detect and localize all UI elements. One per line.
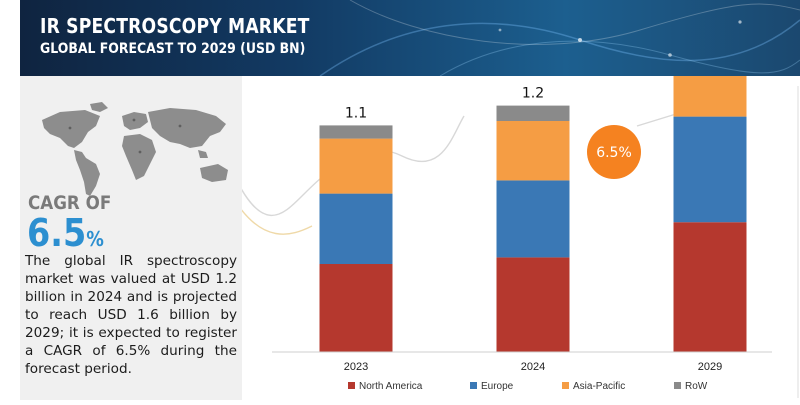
cagr-value: 6.5% bbox=[27, 211, 104, 261]
banner-light-streaks bbox=[319, 0, 800, 76]
bar-total-label: 1.2 bbox=[522, 86, 544, 102]
bar-segment-asia-pacific-2024 bbox=[496, 121, 570, 181]
bar-segment-europe-2029 bbox=[673, 116, 747, 223]
cagr-label: CAGR OF bbox=[28, 192, 112, 214]
cagr-unit: % bbox=[86, 227, 104, 251]
bar-segment-north-america-2023 bbox=[319, 264, 393, 352]
legend-swatch bbox=[470, 382, 477, 389]
bar-segment-asia-pacific-2023 bbox=[319, 138, 393, 194]
bar-segment-europe-2023 bbox=[319, 193, 393, 264]
bar-segment-north-america-2029 bbox=[673, 222, 747, 352]
legend-swatch bbox=[348, 382, 355, 389]
page-subtitle: GLOBAL FORECAST TO 2029 (USD BN) bbox=[40, 41, 306, 57]
legend-swatch bbox=[562, 382, 569, 389]
header-banner: IR SPECTROSCOPY MARKET GLOBAL FORECAST T… bbox=[20, 0, 800, 76]
summary-panel: CAGR OF 6.5% The global IR spectroscopy … bbox=[20, 76, 242, 400]
bar-segment-north-america-2024 bbox=[496, 257, 570, 352]
page-title: IR SPECTROSCOPY MARKET bbox=[40, 14, 310, 38]
world-map-icon bbox=[42, 102, 228, 196]
market-description: The global IR spectroscopy market was va… bbox=[25, 253, 237, 377]
cagr-bubble-label: 6.5% bbox=[596, 145, 632, 161]
x-tick-label: 2029 bbox=[698, 361, 722, 373]
bar-segment-asia-pacific-2029 bbox=[673, 76, 747, 117]
legend-label: RoW bbox=[685, 381, 708, 392]
legend-swatch bbox=[674, 382, 681, 389]
legend-label: Asia-Pacific bbox=[573, 381, 625, 392]
cagr-number: 6.5 bbox=[27, 211, 87, 255]
cagr-bubble-circle bbox=[587, 125, 641, 179]
bar-segment-row-2024 bbox=[496, 105, 570, 121]
bar-total-label: 1.1 bbox=[345, 105, 367, 121]
bars-layer bbox=[319, 76, 747, 352]
x-tick-label: 2023 bbox=[344, 361, 368, 373]
bar-segment-row-2023 bbox=[319, 125, 393, 139]
legend-label: North America bbox=[359, 381, 423, 392]
legend-label: Europe bbox=[481, 381, 514, 392]
cagr-bubble: 6.5% bbox=[587, 125, 641, 179]
x-tick-label: 2024 bbox=[521, 361, 545, 373]
growth-swirl-line-2 bbox=[242, 209, 313, 235]
bar-segment-europe-2024 bbox=[496, 180, 570, 258]
chart-legend: North America Europe Asia-Pacific RoW bbox=[348, 381, 708, 392]
